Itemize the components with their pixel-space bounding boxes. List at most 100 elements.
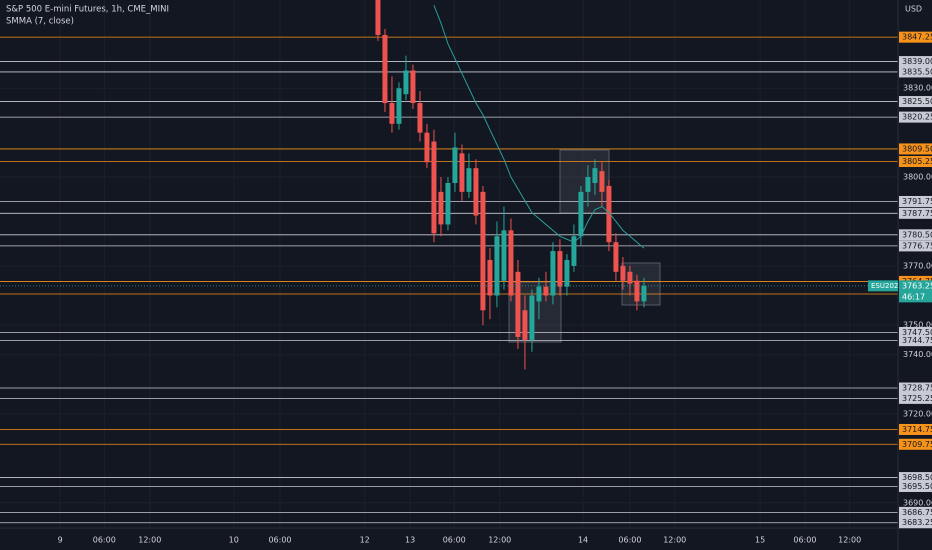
level-label-box [899, 438, 932, 450]
x-tick-label: 13 [405, 536, 415, 545]
y-tick-label: 3720.00 [903, 409, 932, 418]
candle-body [431, 141, 437, 234]
x-tick-label: 9 [58, 536, 63, 545]
level-label: 3686.75 [902, 508, 932, 517]
level-label: 3714.75 [902, 425, 932, 434]
candle-body [424, 132, 430, 163]
level-label: 3683.25 [902, 518, 932, 527]
x-tick-label: 15 [755, 536, 765, 545]
candle-body [557, 251, 563, 287]
x-tick-label: 06:00 [618, 536, 641, 545]
x-tick-label: 06:00 [93, 536, 116, 545]
candle-body [480, 191, 486, 311]
symbol-box [868, 280, 898, 292]
candle-body [620, 265, 626, 281]
candle-body [389, 103, 395, 124]
level-label-box [899, 156, 932, 168]
candle-body [459, 153, 465, 192]
candle-body [438, 191, 444, 225]
x-tick-label: 06:00 [793, 536, 816, 545]
legend-indicator: SMMA (7, close) [6, 17, 74, 27]
candle-body [396, 88, 402, 124]
level-label-box [899, 31, 932, 43]
level-label-box [899, 335, 932, 347]
level-label: 3728.75 [902, 384, 932, 393]
candle-body [508, 230, 514, 296]
legend-title: S&P 500 E-mini Futures, 1h, CME_MINI [6, 5, 169, 15]
level-label: 3809.50 [902, 144, 932, 153]
x-tick-label: 06:00 [443, 536, 466, 545]
level-label-box [899, 207, 932, 219]
y-tick-label: 3800.00 [903, 173, 932, 182]
candle-body [627, 271, 633, 284]
x-tick-label: 06:00 [268, 536, 291, 545]
level-label: 3776.75 [902, 241, 932, 250]
currency-label: USD [905, 5, 922, 14]
level-label-box [899, 195, 932, 207]
candle-body [578, 191, 584, 237]
level-label-box [899, 327, 932, 339]
level-label-box [899, 480, 932, 492]
level-label: 3709.75 [902, 440, 932, 449]
y-tick-label: 3740.00 [903, 350, 932, 359]
level-label: 3780.50 [902, 230, 932, 239]
x-tick-label: 12:00 [663, 536, 686, 545]
level-label: 3698.50 [902, 473, 932, 482]
candle-body [522, 310, 528, 340]
candle-body [403, 70, 409, 95]
candle-body [445, 182, 451, 225]
candle-body [536, 286, 542, 302]
level-label-box [899, 392, 932, 404]
x-tick-label: 12:00 [488, 536, 511, 545]
drawing-box [621, 262, 661, 306]
level-label: 3820.25 [902, 113, 932, 122]
level-label: 3839.00 [902, 57, 932, 66]
level-label-box [899, 143, 932, 155]
candle-body [452, 147, 458, 183]
y-tick-label: 3750.00 [903, 321, 932, 330]
level-label-box [899, 382, 932, 394]
level-label-box [899, 56, 932, 68]
candle-body [466, 168, 472, 192]
x-tick-label: 12:00 [838, 536, 861, 545]
y-tick-label: 3690.00 [903, 498, 932, 507]
candle-body [641, 285, 647, 302]
candle-body [550, 251, 556, 296]
candle-body [592, 168, 598, 183]
level-label-box [899, 506, 932, 518]
candle-body [473, 168, 479, 216]
level-label: 3825.50 [902, 97, 932, 106]
candle-body [515, 271, 521, 337]
smma-line [433, 5, 645, 249]
candle-body [529, 295, 535, 340]
candle-body [494, 236, 500, 296]
candle-body [543, 286, 549, 296]
candle-body [571, 236, 577, 266]
level-label: 3747.50 [902, 328, 932, 337]
symbol-label: ESU2022 [871, 282, 903, 290]
level-label: 3725.25 [902, 394, 932, 403]
candle-body [634, 280, 640, 302]
candle-body [487, 259, 493, 296]
candle-body [410, 70, 416, 104]
last-price-box [899, 280, 932, 303]
level-label: 3791.75 [902, 197, 932, 206]
y-tick-label: 3770.00 [903, 261, 932, 270]
level-label: 3847.25 [902, 33, 932, 42]
candle-body [501, 230, 507, 281]
x-tick-label: 10 [229, 536, 239, 545]
candle-body [606, 185, 612, 243]
x-tick-label: 14 [578, 536, 588, 545]
y-tick-label: 3830.00 [903, 84, 932, 93]
level-label: 3695.50 [902, 482, 932, 491]
x-tick-label: 12:00 [138, 536, 161, 545]
level-label-box [899, 229, 932, 241]
x-tick-label: 12 [360, 536, 370, 545]
level-label-box [899, 472, 932, 484]
candle-body [613, 242, 619, 272]
candle-body [417, 103, 423, 133]
candle-body [382, 34, 388, 104]
level-label-box [899, 66, 932, 78]
